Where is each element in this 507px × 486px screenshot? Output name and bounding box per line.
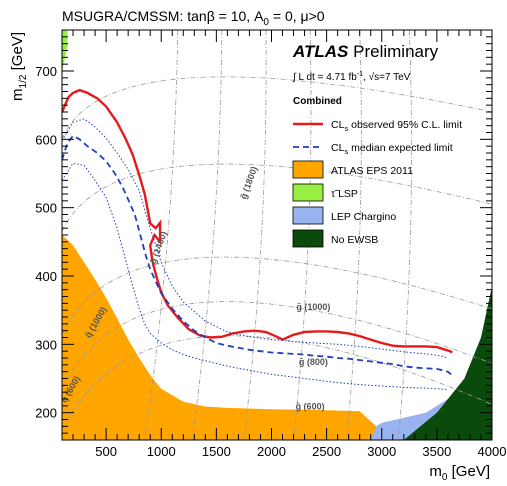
gluino-guide-0 [191, 30, 223, 440]
atlas-header: ATLAS Preliminary ∫ L dt = 4.71 fb-1, √s… [292, 42, 439, 107]
limit-curves [62, 88, 453, 390]
x-tick-label: 1500 [202, 444, 231, 459]
lumi-mid: , √s=7 TeV [363, 71, 411, 83]
x-axis-label-base: m [429, 463, 442, 480]
series-1 [62, 134, 453, 376]
y-axis-label-base: m [9, 88, 26, 101]
x-tick-label: 2000 [257, 444, 286, 459]
legend-label: ATLAS EPS 2011 [331, 165, 413, 177]
preliminary-word: Preliminary [348, 42, 438, 61]
luminosity-label: ∫ L dt = 4.71 fb-1, √s=7 TeV [292, 71, 411, 83]
contour-label-0: g̃ (1800) [238, 165, 259, 200]
series-2 [62, 118, 449, 359]
legend-label: CLs observed 95% C.L. limit [331, 119, 462, 133]
mass-contour-guides [62, 30, 492, 440]
chart-title: MSUGRA/CMSSM: tanβ = 10, A0 = 0, μ>0 [62, 8, 325, 28]
legend-label: CLs median expected limit [331, 142, 453, 156]
squark-guide-0 [62, 256, 492, 335]
contour-label-3: g̃ (800) [299, 357, 328, 367]
y-tick-label: 300 [35, 337, 57, 352]
atlas-word: ATLAS [292, 42, 349, 61]
legend-label: τ̃ LSP [331, 188, 358, 200]
contour-label-2: g̃ (1000) [296, 302, 330, 312]
legend-entry-expected: CLs median expected limit [293, 142, 453, 156]
y-tick-label: 600 [35, 132, 57, 147]
y-axis-label: m1/2 [GeV] [9, 32, 29, 101]
legend: CLs observed 95% C.L. limit CLs median ex… [292, 119, 462, 248]
title-pre: MSUGRA/CMSSM: tan [62, 8, 207, 24]
combined-label: Combined [293, 96, 342, 107]
x-axis-label: m0 [GeV] [429, 463, 490, 483]
title-sub: 0 [263, 17, 269, 28]
legend-swatch [292, 206, 324, 225]
squark-guide-4 [62, 76, 492, 140]
x-tick-label: 500 [95, 444, 117, 459]
x-tick-label: 1000 [147, 444, 176, 459]
legend-label: No EWSB [331, 234, 378, 246]
legend-swatch [292, 229, 324, 248]
gluino-guide-3 [346, 30, 362, 440]
x-axis-label-unit: [GeV] [447, 463, 490, 480]
legend-entry-eps2011: ATLAS EPS 2011 [292, 160, 413, 179]
region-no_ewsb [403, 286, 492, 440]
series-0 [62, 88, 453, 354]
legend-swatch [292, 160, 324, 179]
legend-entry-lep: LEP Chargino [292, 206, 396, 225]
x-tick-label: 3500 [422, 444, 451, 459]
x-tick-label: 3000 [367, 444, 396, 459]
legend-label: LEP Chargino [331, 211, 396, 223]
legend-entry-observed: CLs observed 95% C.L. limit [293, 119, 462, 133]
legend-entry-tau_lsp: τ̃ LSP [292, 183, 358, 202]
y-tick-label: 400 [35, 269, 57, 284]
legend-swatch [292, 183, 324, 202]
x-tick-label: 4000 [478, 444, 507, 459]
axis-ticks: 500 1000 1500 2000 2500 3000 3500 4000 200 300 400… [35, 29, 507, 459]
series-3 [62, 162, 448, 390]
region-eps2011 [62, 235, 377, 440]
lumi-sup: -1 [357, 71, 363, 78]
y-tick-label: 500 [35, 201, 57, 216]
y-tick-label: 700 [35, 64, 57, 79]
lumi-prefix: ∫ L dt = 4.71 fb [292, 72, 357, 83]
title-post: = 0, μ>0 [269, 8, 325, 24]
x-axis-label-sub: 0 [442, 472, 448, 483]
y-axis-label-unit: [GeV] [9, 32, 26, 75]
y-axis-label-sub: 1/2 [18, 74, 29, 88]
title-beta: β [207, 8, 215, 24]
contour-label-4: g̃ (600) [296, 401, 325, 411]
gluino-guide-1 [243, 30, 267, 440]
squark-guide-3 [62, 163, 492, 232]
gluino-guide-4 [397, 30, 412, 440]
x-tick-label: 2500 [312, 444, 341, 459]
title-mid: = 10, A [215, 8, 264, 24]
legend-entry-no_ewsb: No EWSB [292, 229, 378, 248]
squark-guide-1 [62, 301, 492, 389]
atlas-label: ATLAS Preliminary [292, 42, 439, 61]
y-tick-label: 200 [35, 406, 57, 421]
